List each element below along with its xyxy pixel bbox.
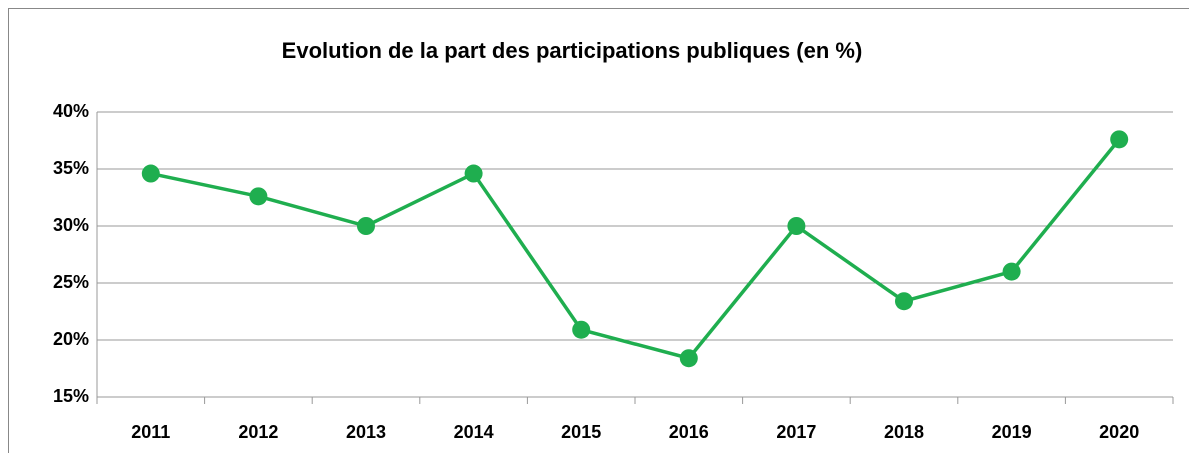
y-tick-label: 35% <box>53 158 89 178</box>
x-tick-label: 2019 <box>992 422 1032 442</box>
y-tick-label: 20% <box>53 329 89 349</box>
chart-title: Evolution de la part des participations … <box>282 38 863 63</box>
x-tick-label: 2020 <box>1099 422 1139 442</box>
data-point <box>679 349 698 368</box>
x-tick-label: 2015 <box>561 422 601 442</box>
data-point <box>1110 130 1129 149</box>
data-point <box>572 320 591 339</box>
data-point <box>141 164 160 183</box>
x-tick-label: 2014 <box>454 422 494 442</box>
data-line <box>150 138 1121 361</box>
x-tick-label: 2016 <box>669 422 709 442</box>
data-point <box>357 217 375 235</box>
data-point <box>1002 262 1021 281</box>
chart-frame <box>8 8 1189 453</box>
y-tick-label: 25% <box>53 272 89 292</box>
y-tick-label: 40% <box>53 101 89 121</box>
x-tick-label: 2011 <box>131 422 170 442</box>
x-tick-label: 2017 <box>776 422 816 442</box>
x-tick-label: 2018 <box>884 422 924 442</box>
x-tick-label: 2013 <box>346 422 386 442</box>
data-point <box>464 164 483 183</box>
data-point <box>895 292 913 311</box>
y-tick-label: 15% <box>53 386 89 406</box>
data-point <box>787 217 806 235</box>
y-tick-label: 30% <box>53 215 89 235</box>
x-tick-label: 2012 <box>238 422 278 442</box>
data-point <box>249 187 268 206</box>
